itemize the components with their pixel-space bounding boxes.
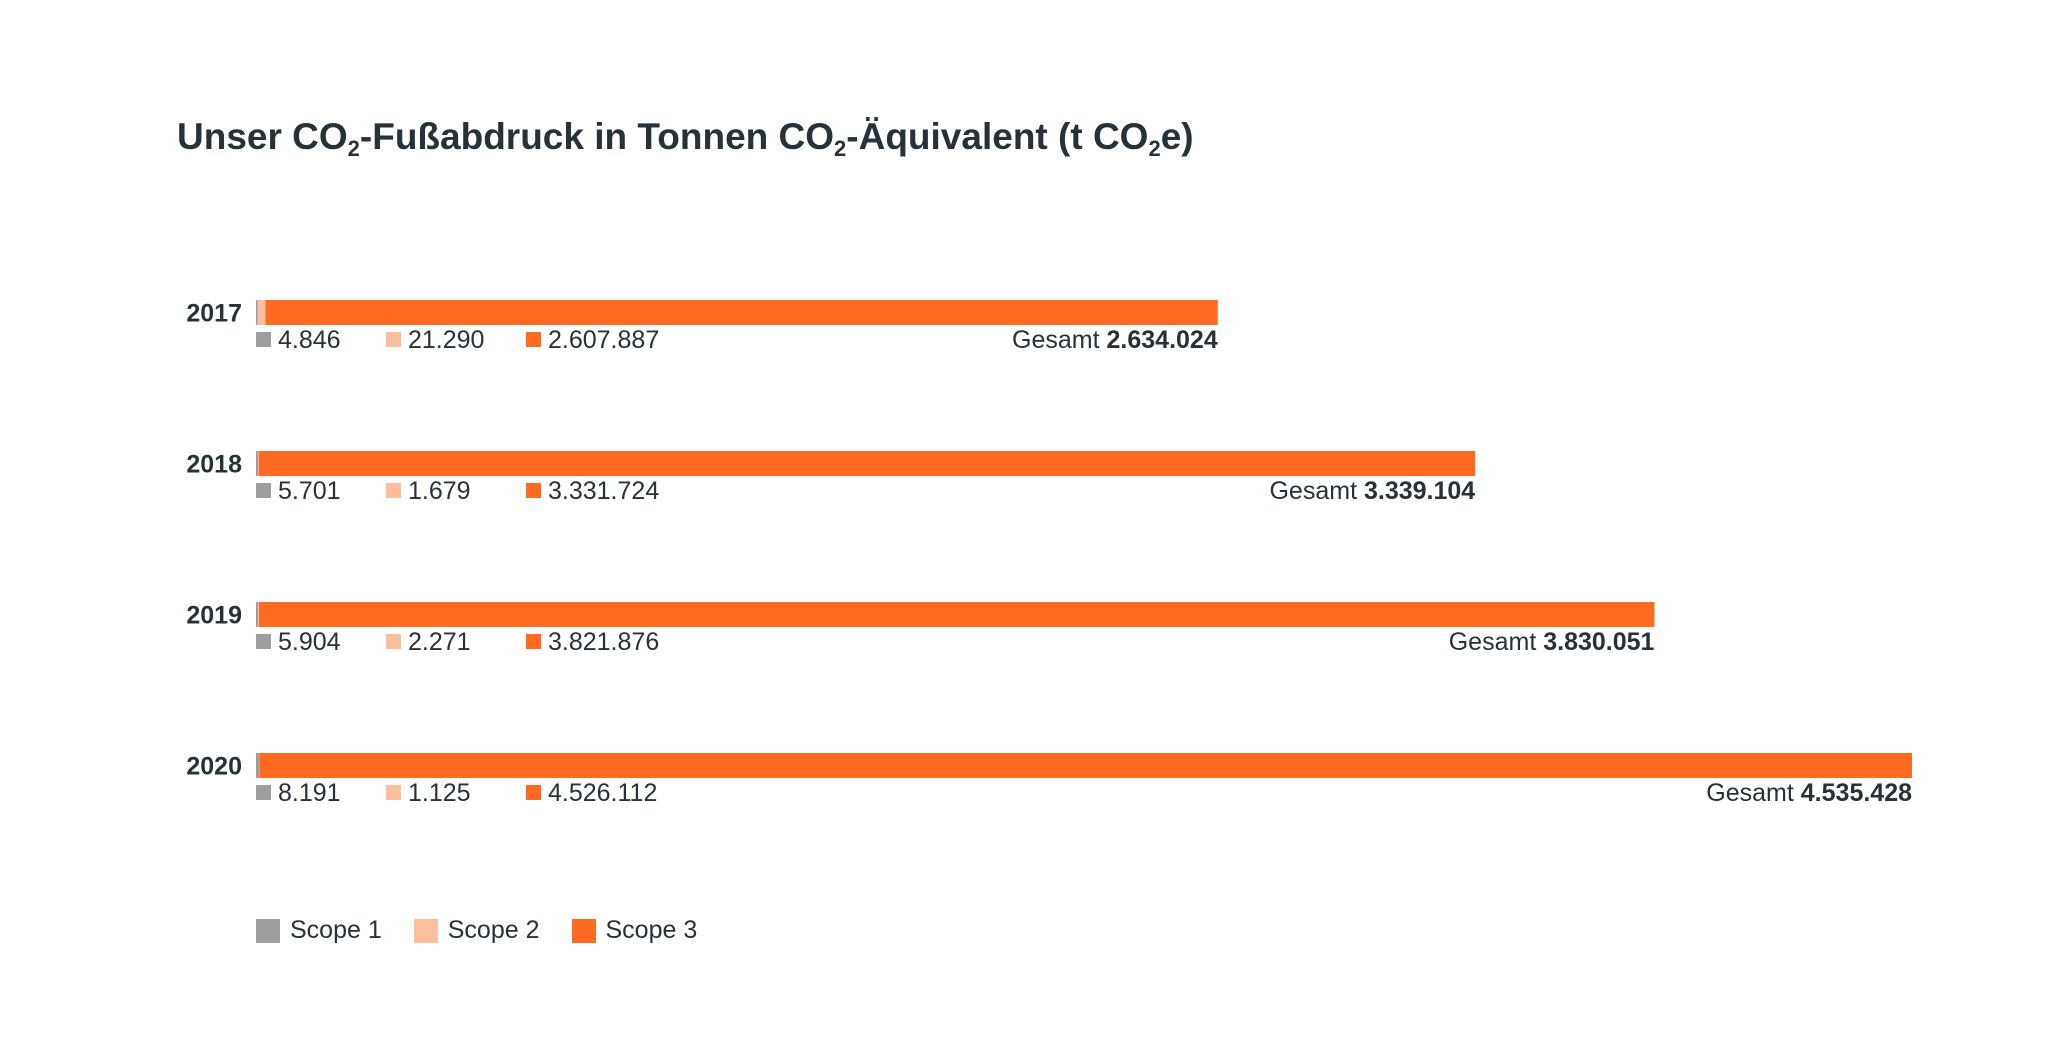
bar-segment-scope-3-2019 [258, 602, 1655, 627]
value-label-scope-2-2017: 21.290 [408, 326, 484, 354]
value-label-scope-1-2018: 5.701 [278, 477, 341, 505]
bar-segment-scope-1-2020 [256, 753, 259, 778]
stacked-bar-chart: 2017 4.846 21.290 2.607.887 Gesamt 2.634.024… [186, 300, 1913, 808]
value-swatch-scope-1-2018 [256, 483, 271, 498]
value-swatch-scope-1-2020 [256, 785, 271, 800]
legend-label-scope-1: Scope 1 [290, 916, 382, 944]
value-label-scope-3-2018: 3.331.724 [548, 477, 659, 505]
bar-segment-scope-1-2017 [256, 300, 258, 325]
total-label-2017: Gesamt 2.634.024 [1012, 326, 1218, 354]
value-label-scope-3-2017: 2.607.887 [548, 326, 659, 354]
value-swatch-scope-2-2019 [386, 634, 401, 649]
value-swatch-scope-2-2018 [386, 483, 401, 498]
value-swatch-scope-1-2017 [256, 332, 271, 347]
legend-swatch-scope-3 [571, 918, 596, 943]
legend-item-scope-2: Scope 2 [413, 916, 540, 945]
value-label-scope-2-2018: 1.679 [408, 477, 471, 505]
value-swatch-scope-1-2019 [256, 634, 271, 649]
chart-legend: Scope 1 Scope 2 Scope 3 [256, 916, 729, 945]
value-swatch-scope-2-2020 [386, 785, 401, 800]
bar-segment-scope-2-2020 [258, 753, 260, 778]
value-swatch-scope-2-2017 [386, 332, 401, 347]
bar-segment-scope-1-2018 [256, 451, 259, 476]
value-label-scope-2-2020: 1.125 [408, 779, 471, 807]
year-label-2017: 2017 [186, 300, 242, 328]
year-label-2019: 2019 [186, 602, 242, 630]
bar-segment-scope-3-2020 [259, 753, 1913, 778]
legend-item-scope-1: Scope 1 [256, 916, 382, 945]
value-label-scope-1-2019: 5.904 [278, 628, 341, 656]
bar-segment-scope-1-2019 [256, 602, 259, 627]
chart-title: Unser CO2-Fußabdruck in Tonnen CO2-Äquiv… [177, 116, 1194, 161]
legend-label-scope-2: Scope 2 [447, 916, 540, 944]
bar-segment-scope-2-2017 [257, 300, 266, 325]
legend-swatch-scope-1 [256, 918, 280, 943]
bar-segment-scope-3-2017 [265, 300, 1218, 325]
value-label-scope-2-2019: 2.271 [408, 628, 471, 656]
value-swatch-scope-3-2019 [526, 634, 541, 649]
value-label-scope-1-2017: 4.846 [278, 326, 341, 354]
legend-item-scope-3: Scope 3 [571, 916, 698, 945]
total-label-2018: Gesamt 3.339.104 [1269, 477, 1475, 505]
value-swatch-scope-3-2020 [526, 785, 541, 800]
bar-segment-scope-3-2018 [258, 451, 1476, 476]
year-label-2018: 2018 [186, 451, 242, 479]
bar-segment-scope-2-2018 [258, 451, 259, 476]
value-label-scope-1-2020: 8.191 [278, 779, 341, 807]
total-label-2020: Gesamt 4.535.428 [1706, 779, 1912, 807]
value-label-scope-3-2020: 4.526.112 [548, 779, 657, 807]
year-label-2020: 2020 [186, 753, 242, 781]
total-label-2019: Gesamt 3.830.051 [1449, 628, 1655, 656]
value-label-scope-3-2019: 3.821.876 [548, 628, 659, 656]
legend-swatch-scope-2 [413, 918, 438, 943]
value-swatch-scope-3-2017 [526, 332, 541, 347]
bar-segment-scope-2-2019 [258, 602, 259, 627]
legend-label-scope-3: Scope 3 [605, 916, 698, 944]
value-swatch-scope-3-2018 [526, 483, 541, 498]
